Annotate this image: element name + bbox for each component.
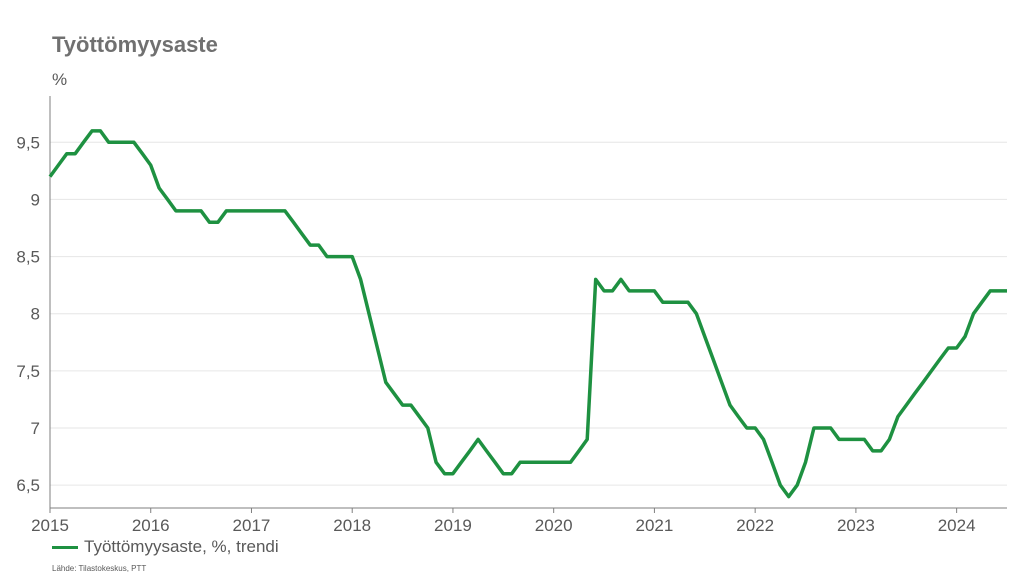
x-tick-label: 2022	[736, 516, 774, 535]
legend-label: Työttömyysaste, %, trendi	[84, 537, 279, 556]
x-tick-label: 2016	[132, 516, 170, 535]
y-axis-unit-label: %	[52, 70, 68, 89]
series-layer	[48, 129, 1007, 499]
y-tick-label: 9,5	[16, 133, 40, 152]
x-axis-ticks: 2015 2016 2017 2018 2019 2020 2021 2022 2023 2024	[31, 508, 976, 535]
x-tick-label: 2017	[233, 516, 271, 535]
y-tick-label: 6,5	[16, 476, 40, 495]
legend: Työttömyysaste, %, trendi	[52, 537, 279, 557]
gridlines	[50, 141, 1007, 486]
y-tick-label: 8,5	[16, 248, 40, 267]
y-tick-label: 7	[31, 419, 40, 438]
y-tick-label: 7,5	[16, 362, 40, 381]
axes	[49, 96, 1007, 509]
y-tick-label: 9	[31, 190, 40, 209]
source-note: Lähde: Tilastokeskus, PTT	[52, 564, 147, 573]
x-tick-label: 2020	[535, 516, 573, 535]
x-tick-label: 2024	[938, 516, 976, 535]
x-tick-label: 2015	[31, 516, 69, 535]
x-tick-label: 2021	[636, 516, 674, 535]
x-tick-label: 2023	[837, 516, 875, 535]
x-tick-label: 2018	[333, 516, 371, 535]
chart-title: Työttömyysaste	[52, 32, 218, 57]
y-tick-label: 8	[31, 305, 40, 324]
x-tick-label: 2019	[434, 516, 472, 535]
legend-swatch	[52, 545, 78, 549]
series-line	[48, 129, 1007, 499]
y-axis-ticks: 6,5 7 7,5 8 8,5 9 9,5	[16, 133, 40, 495]
